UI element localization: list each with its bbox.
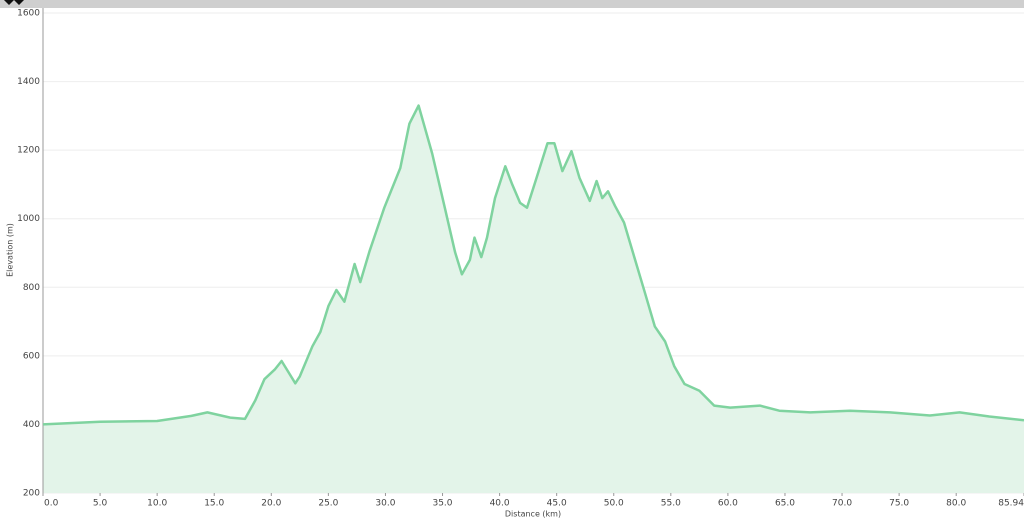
y-tick-label: 1200 — [17, 146, 40, 156]
y-tick-label: 1600 — [17, 9, 40, 19]
y-tick-label: 800 — [23, 283, 40, 293]
x-tick-label: 0.0 — [44, 499, 59, 509]
y-tick-label: 600 — [23, 351, 40, 361]
y-tick-label: 400 — [23, 420, 40, 430]
x-tick-label: 55.0 — [661, 499, 681, 509]
elevation-line — [42, 104, 1024, 426]
x-tick-label: 75.0 — [889, 499, 909, 509]
x-tick-label: 10.0 — [147, 499, 167, 509]
top-bar — [0, 0, 1024, 8]
x-tick-label: 60.0 — [718, 499, 738, 509]
x-tick-label: 5.0 — [93, 499, 108, 509]
y-tick-label: 1000 — [17, 214, 40, 224]
y-axis-label: Elevation (m) — [6, 223, 15, 277]
elevation-area — [43, 105, 1024, 493]
x-tick-label: 25.0 — [318, 499, 338, 509]
y-tick-label: 200 — [23, 489, 40, 499]
x-tick-label: 40.0 — [490, 499, 510, 509]
x-tick-label: 20.0 — [261, 499, 281, 509]
x-tick-label: 45.0 — [547, 499, 567, 509]
x-tick-label: 15.0 — [204, 499, 224, 509]
x-tick-label: 85.94 — [998, 499, 1024, 509]
x-tick-label: 35.0 — [432, 499, 452, 509]
x-tick-label: 70.0 — [832, 499, 852, 509]
handle-icon[interactable] — [4, 0, 24, 5]
x-axis-label: Distance (km) — [505, 510, 561, 518]
y-tick-label: 1400 — [17, 77, 40, 87]
x-tick-label: 65.0 — [775, 499, 795, 509]
x-tick-label: 50.0 — [604, 499, 624, 509]
x-tick-label: 30.0 — [375, 499, 395, 509]
x-tick-label: 80.0 — [946, 499, 966, 509]
